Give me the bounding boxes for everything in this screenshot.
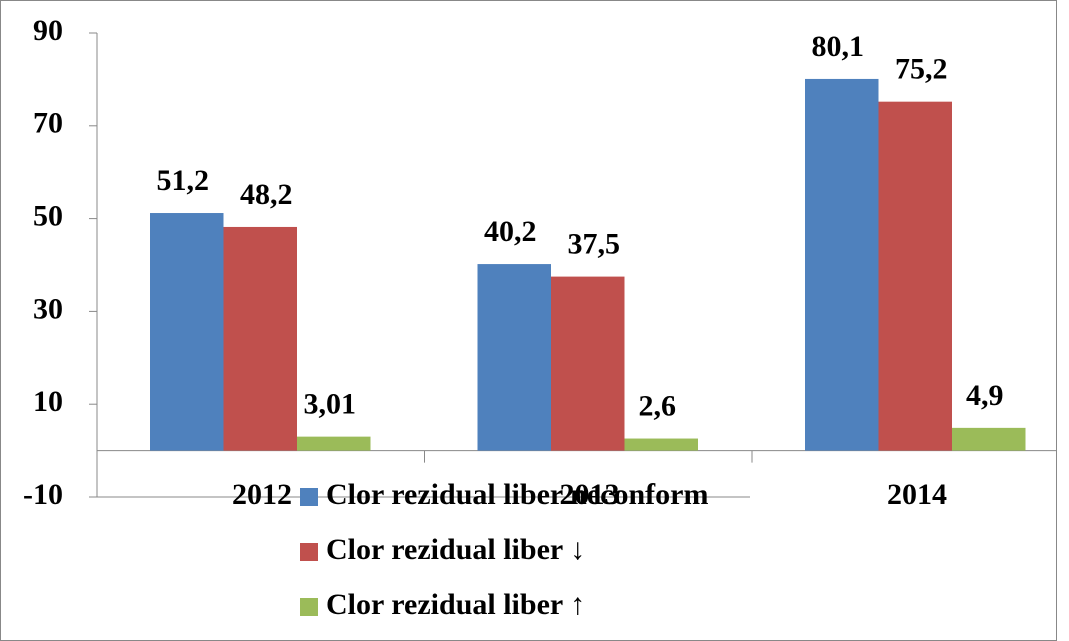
y-tick-label: 30 <box>33 292 63 325</box>
value-label: 48,2 <box>240 178 293 211</box>
value-label: 51,2 <box>157 164 210 197</box>
bar <box>223 226 297 451</box>
bar <box>297 436 371 451</box>
y-tick-label: 90 <box>33 14 63 47</box>
x-tick-label: 2012 <box>232 478 292 511</box>
bar <box>878 101 952 451</box>
legend-label: Clor rezidual liber neconform <box>326 478 708 511</box>
x-tick-label: 2013 <box>560 478 620 511</box>
x-tick-label: 2014 <box>887 478 947 511</box>
legend-swatch <box>300 488 318 506</box>
bar <box>477 264 551 451</box>
y-tick-label: 50 <box>33 199 63 232</box>
bar <box>805 78 879 451</box>
y-tick-label: 70 <box>33 107 63 140</box>
bar <box>624 438 698 451</box>
bar <box>150 213 224 451</box>
legend-swatch <box>300 598 318 616</box>
legend-label: Clor rezidual liber ↓ <box>326 533 585 566</box>
legend-label: Clor rezidual liber ↑ <box>326 588 585 621</box>
y-tick-label: 10 <box>33 385 63 418</box>
value-label: 37,5 <box>568 227 621 260</box>
bar <box>952 427 1026 451</box>
value-label: 40,2 <box>484 215 537 248</box>
value-label: 80,1 <box>812 30 865 63</box>
value-label: 4,9 <box>966 379 1004 412</box>
value-label: 75,2 <box>895 53 948 86</box>
value-label: 3,01 <box>304 388 357 421</box>
legend-swatch <box>300 543 318 561</box>
y-tick-label: -10 <box>23 478 63 511</box>
value-label: 2,6 <box>639 389 677 422</box>
bar <box>551 276 625 451</box>
